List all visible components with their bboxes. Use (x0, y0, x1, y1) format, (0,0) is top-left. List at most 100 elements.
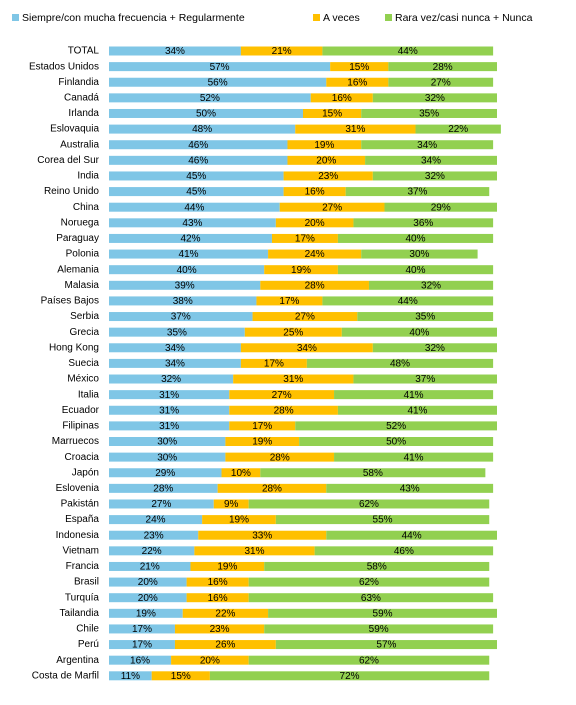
value-label: 44% (402, 530, 422, 541)
value-label: 16% (130, 655, 150, 666)
category-label: Grecia (70, 327, 100, 338)
bar-segment (229, 405, 338, 415)
value-label: 34% (297, 343, 317, 354)
category-label: Ecuador (62, 405, 100, 416)
bar-segment (341, 327, 497, 337)
value-label: 28% (270, 452, 290, 463)
value-label: 26% (215, 640, 235, 651)
bar-segment (109, 46, 241, 56)
bar-segment (264, 265, 338, 275)
bar-segment (209, 671, 490, 681)
value-label: 35% (167, 327, 187, 338)
value-label: 36% (413, 218, 433, 229)
category-label: Países Bajos (41, 296, 99, 307)
value-label: 19% (229, 515, 249, 526)
category-label: Francia (66, 561, 100, 572)
value-label: 41% (179, 249, 199, 260)
value-label: 19% (217, 562, 237, 573)
bar-segment (326, 530, 497, 540)
value-label: 40% (406, 265, 426, 276)
bar-segment (357, 312, 494, 322)
value-label: 34% (165, 359, 185, 370)
bar-segment (361, 249, 478, 259)
bar-segment (275, 640, 497, 650)
value-label: 23% (144, 530, 164, 541)
value-label: 59% (369, 624, 389, 635)
value-label: 17% (132, 624, 152, 635)
category-label: Filipinas (62, 421, 99, 432)
value-label: 27% (431, 77, 451, 88)
bar-segment (368, 280, 494, 290)
bar-segment (295, 421, 497, 431)
bar-segment (264, 624, 494, 634)
value-label: 27% (151, 499, 171, 510)
bar-segment (326, 483, 494, 493)
category-label: Chile (76, 624, 99, 635)
bar-segment (109, 515, 203, 525)
value-label: 44% (184, 202, 204, 213)
value-label: 15% (322, 109, 342, 120)
value-label: 21% (140, 562, 160, 573)
value-label: 27% (295, 312, 315, 323)
value-label: 31% (159, 421, 179, 432)
bar-segment (353, 374, 497, 384)
bar-segment (303, 108, 362, 118)
bar-segment (109, 374, 234, 384)
value-label: 24% (146, 515, 166, 526)
category-label: Brasil (74, 577, 99, 588)
value-label: 48% (192, 124, 212, 135)
value-label: 63% (361, 593, 381, 604)
value-label: 20% (138, 577, 158, 588)
value-label: 30% (157, 452, 177, 463)
bar-segment (109, 561, 191, 571)
value-label: 50% (196, 109, 216, 120)
bar-segment (109, 296, 257, 306)
category-label: Paraguay (56, 233, 99, 244)
value-label: 22% (448, 124, 468, 135)
value-label: 58% (367, 562, 387, 573)
bar-segment (248, 577, 490, 587)
category-label: Argentina (56, 655, 99, 666)
bar-segment (109, 577, 187, 587)
bar-segment (334, 390, 494, 400)
bar-segment (109, 77, 327, 87)
category-label: TOTAL (68, 46, 100, 57)
bar-segment (337, 265, 494, 275)
value-label: 59% (373, 608, 393, 619)
value-label: 17% (279, 296, 299, 307)
value-label: 44% (398, 296, 418, 307)
bar-segment (109, 608, 183, 618)
bar-segment (306, 358, 494, 368)
category-label: Marruecos (52, 436, 99, 447)
bar-segment (109, 499, 214, 509)
bar-segment (248, 655, 490, 665)
bar-segment (186, 577, 249, 587)
value-label: 16% (208, 577, 228, 588)
bar-segment (283, 171, 373, 181)
value-label: 32% (425, 93, 445, 104)
value-label: 40% (409, 327, 429, 338)
bar-segment (109, 358, 241, 368)
value-label: 17% (252, 421, 272, 432)
bar-segment (182, 608, 269, 618)
value-label: 22% (215, 608, 235, 619)
category-label: Canadá (64, 93, 99, 104)
bar-segment (353, 218, 494, 228)
bar-segment (109, 202, 280, 212)
value-label: 46% (188, 140, 208, 151)
bar-segment (279, 202, 385, 212)
value-label: 28% (274, 405, 294, 416)
bar-segment (345, 187, 490, 197)
bar-segment (109, 249, 269, 259)
bar-segment (233, 374, 354, 384)
value-label: 31% (244, 546, 264, 557)
category-label: Australia (60, 139, 99, 150)
bar-segment (264, 561, 490, 571)
bar-segment (260, 468, 486, 478)
value-label: 31% (345, 124, 365, 135)
value-label: 32% (425, 171, 445, 182)
category-label: Irlanda (68, 108, 99, 119)
bar-segment (109, 155, 288, 165)
bar-segment (365, 155, 497, 165)
value-label: 10% (231, 468, 251, 479)
